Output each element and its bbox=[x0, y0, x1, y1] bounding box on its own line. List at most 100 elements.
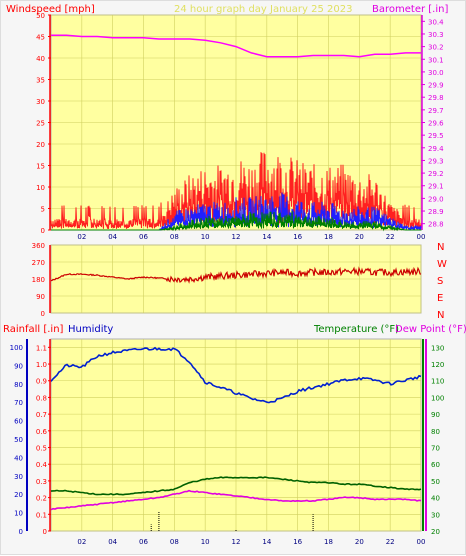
hour-tick-label: 00 bbox=[417, 233, 426, 241]
barometer-tick-label: 30.0 bbox=[428, 69, 444, 77]
barometer-axis-title: Barometer [.in] bbox=[372, 4, 448, 15]
barometer-tick-label: 29.7 bbox=[428, 107, 444, 115]
hour-tick-label: 04 bbox=[108, 538, 117, 546]
hour-tick-label: 04 bbox=[108, 233, 117, 241]
dewpoint-series bbox=[50, 489, 422, 511]
hour-tick-label: 08 bbox=[170, 538, 179, 546]
wind-tick-label: 45 bbox=[36, 34, 45, 42]
temperature-tick-label: 60 bbox=[431, 461, 440, 469]
temperature-tick-label: 20 bbox=[431, 528, 440, 536]
hour-tick-label: 20 bbox=[355, 233, 364, 241]
rain-tick-label: 0.7 bbox=[36, 411, 47, 419]
temperature-tick-label: 120 bbox=[431, 361, 444, 369]
wind-tick-label: 0 bbox=[41, 227, 45, 235]
barometer-tick-label: 30.1 bbox=[428, 56, 444, 64]
humidity-tick-label: 50 bbox=[14, 436, 23, 444]
barometer-tick-label: 29.6 bbox=[428, 120, 444, 128]
hour-tick-label: 18 bbox=[324, 538, 333, 546]
compass-n-top: N bbox=[437, 242, 444, 253]
temperature-series bbox=[50, 476, 422, 496]
hour-tick-label: 00 bbox=[417, 538, 426, 546]
humidity-tick-label: 0 bbox=[19, 528, 23, 536]
barometer-tick-label: 29.3 bbox=[428, 157, 444, 165]
rain-tick-label: 0.1 bbox=[36, 511, 47, 519]
rain-tick-label: 0.6 bbox=[36, 428, 48, 436]
temperature-tick-label: 40 bbox=[431, 495, 440, 503]
temperature-tick-label: 90 bbox=[431, 411, 440, 419]
hour-tick-label: 14 bbox=[262, 538, 271, 546]
wind-tick-label: 30 bbox=[36, 98, 45, 106]
hour-tick-label: 22 bbox=[386, 233, 395, 241]
rain-tick-label: 1.1 bbox=[36, 344, 47, 352]
wind-low-series bbox=[51, 211, 422, 232]
barometer-tick-label: 28.8 bbox=[428, 221, 444, 229]
humidity-tick-label: 20 bbox=[14, 491, 23, 499]
dewpoint-axis-title: Dew Point (°F) bbox=[395, 324, 466, 335]
temperature-tick-label: 110 bbox=[431, 378, 444, 386]
rain-tick-label: 1.0 bbox=[36, 361, 47, 369]
humidity-tick-label: 60 bbox=[14, 418, 23, 426]
wind-tick-label: 50 bbox=[36, 12, 45, 20]
wind-tick-label: 15 bbox=[36, 163, 45, 171]
humidity-axis-title: Humidity bbox=[68, 324, 113, 335]
humidity-tick-label: 30 bbox=[14, 473, 23, 481]
wind-tick-label: 40 bbox=[36, 55, 45, 63]
humidity-tick-label: 100 bbox=[10, 344, 23, 352]
humidity-tick-label: 80 bbox=[14, 381, 23, 389]
rain-tick-label: 0.4 bbox=[36, 461, 48, 469]
wind-tick-label: 20 bbox=[36, 141, 45, 149]
humidity-tick-label: 90 bbox=[14, 362, 23, 370]
graph-title: 24 hour graph day January 25 2023 bbox=[174, 4, 352, 15]
temperature-tick-label: 130 bbox=[431, 344, 444, 352]
humidity-tick-label: 40 bbox=[14, 454, 23, 462]
hour-tick-label: 10 bbox=[201, 538, 210, 546]
hour-tick-label: 16 bbox=[293, 538, 302, 546]
barometer-tick-label: 30.4 bbox=[428, 18, 444, 26]
direction-tick-label: 360 bbox=[32, 242, 45, 250]
compass-s: S bbox=[437, 276, 443, 287]
hour-tick-label: 18 bbox=[324, 233, 333, 241]
hour-tick-label: 10 bbox=[201, 233, 210, 241]
hour-tick-label: 20 bbox=[355, 538, 364, 546]
barometer-tick-label: 29.4 bbox=[428, 145, 444, 153]
barometer-tick-label: 29.8 bbox=[428, 94, 444, 102]
barometer-tick-label: 30.2 bbox=[428, 44, 444, 52]
wind-tick-label: 10 bbox=[36, 184, 45, 192]
hour-tick-label: 06 bbox=[139, 233, 148, 241]
barometer-tick-label: 29.2 bbox=[428, 170, 444, 178]
rain-tick-label: 0.5 bbox=[36, 445, 47, 453]
hour-tick-label: 16 bbox=[293, 233, 302, 241]
barometer-tick-label: 29.9 bbox=[428, 82, 444, 90]
hour-tick-label: 08 bbox=[170, 233, 179, 241]
hour-tick-label: 02 bbox=[77, 233, 86, 241]
wind-tick-label: 25 bbox=[36, 120, 45, 128]
humidity-series bbox=[50, 346, 422, 404]
hour-tick-label: 12 bbox=[232, 233, 241, 241]
compass-w: W bbox=[437, 259, 447, 270]
compass-n-bottom: N bbox=[437, 310, 444, 321]
hour-tick-label: 14 bbox=[262, 233, 271, 241]
hour-tick-label: 02 bbox=[77, 538, 86, 546]
compass-e: E bbox=[437, 293, 443, 304]
rain-tick-label: 0 bbox=[43, 528, 47, 536]
rain-tick-label: 0.2 bbox=[36, 495, 47, 503]
temperature-tick-label: 50 bbox=[431, 478, 440, 486]
humidity-tick-label: 70 bbox=[14, 399, 23, 407]
rain-axis-title: Rainfall [.in] bbox=[3, 324, 64, 335]
barometer-tick-label: 28.9 bbox=[428, 208, 444, 216]
windspeed-axis-title: Windspeed [mph] bbox=[6, 4, 95, 15]
temperature-tick-label: 30 bbox=[431, 511, 440, 519]
hour-tick-label: 22 bbox=[386, 538, 395, 546]
wind-tick-label: 5 bbox=[41, 206, 45, 214]
temperature-tick-label: 100 bbox=[431, 394, 444, 402]
hour-tick-label: 06 bbox=[139, 538, 148, 546]
barometer-series bbox=[51, 34, 421, 58]
direction-tick-label: 180 bbox=[32, 276, 45, 284]
direction-tick-label: 270 bbox=[32, 259, 45, 267]
hour-tick-label: 12 bbox=[232, 538, 241, 546]
temperature-tick-label: 80 bbox=[431, 428, 440, 436]
rain-tick-label: 0.9 bbox=[36, 378, 47, 386]
barometer-tick-label: 29.5 bbox=[428, 132, 444, 140]
